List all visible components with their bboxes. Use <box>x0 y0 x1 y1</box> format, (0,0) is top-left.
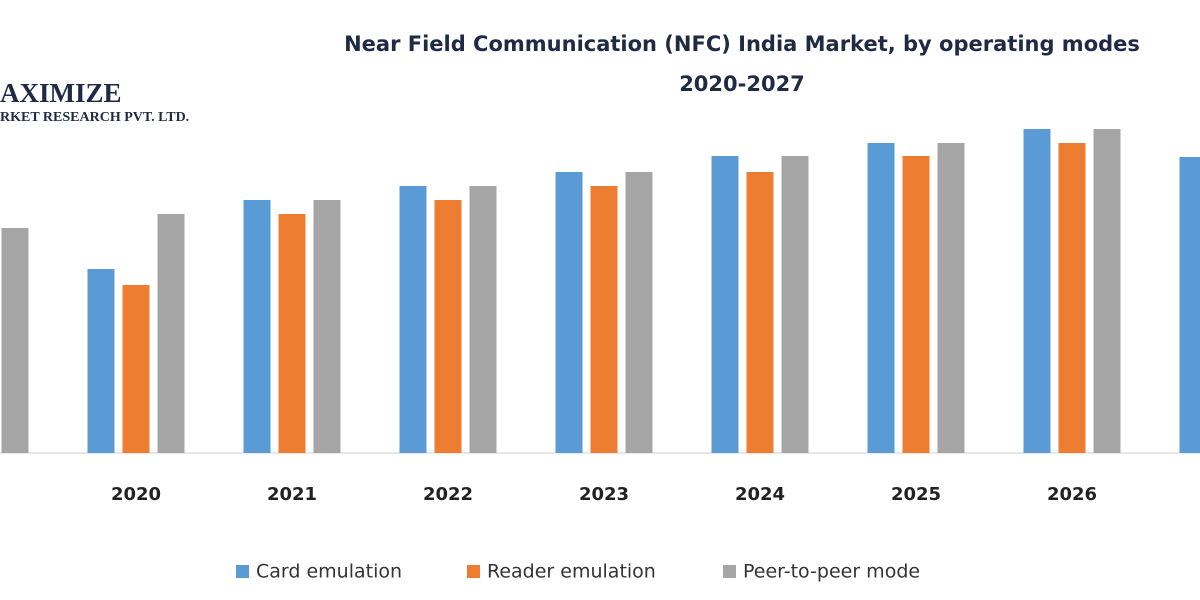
bar <box>1093 129 1121 453</box>
bar <box>902 156 930 453</box>
chart-title: Near Field Communication (NFC) India Mar… <box>344 32 1140 56</box>
x-tick-label: 2026 <box>1047 484 1097 505</box>
bar <box>746 172 774 453</box>
bar <box>1023 129 1051 453</box>
chart-subtitle: 2020-2027 <box>679 72 805 96</box>
logo-tagline: RKET RESEARCH PVT. LTD. <box>0 110 189 125</box>
bar <box>278 214 306 453</box>
bar <box>711 156 739 453</box>
x-tick-label: 2023 <box>579 484 629 505</box>
bar <box>434 200 462 453</box>
bar <box>1 228 29 453</box>
bar <box>555 172 583 453</box>
legend-label: Reader emulation <box>487 561 656 583</box>
bar <box>1058 143 1086 453</box>
x-tick-label: 2020 <box>111 484 161 505</box>
legend-label: Peer-to-peer mode <box>743 561 920 583</box>
bar <box>87 269 115 453</box>
legend-swatch <box>236 565 249 578</box>
x-tick-label: 2025 <box>891 484 941 505</box>
bar <box>781 156 809 453</box>
bar <box>313 200 341 453</box>
legend-swatch <box>723 565 736 578</box>
bar <box>157 214 185 453</box>
legend-swatch <box>467 565 480 578</box>
x-tick-label: 2021 <box>267 484 317 505</box>
bar <box>590 186 618 453</box>
bar <box>937 143 965 453</box>
bar <box>122 285 150 453</box>
x-tick-label: 2024 <box>735 484 785 505</box>
bar <box>625 172 653 453</box>
bar <box>399 186 427 453</box>
legend-label: Card emulation <box>256 561 402 583</box>
bar <box>1179 157 1200 453</box>
bar <box>469 186 497 453</box>
logo-name: AXIMIZE <box>0 78 122 108</box>
bar <box>243 200 271 453</box>
x-tick-label: 2022 <box>423 484 473 505</box>
bar <box>867 143 895 453</box>
